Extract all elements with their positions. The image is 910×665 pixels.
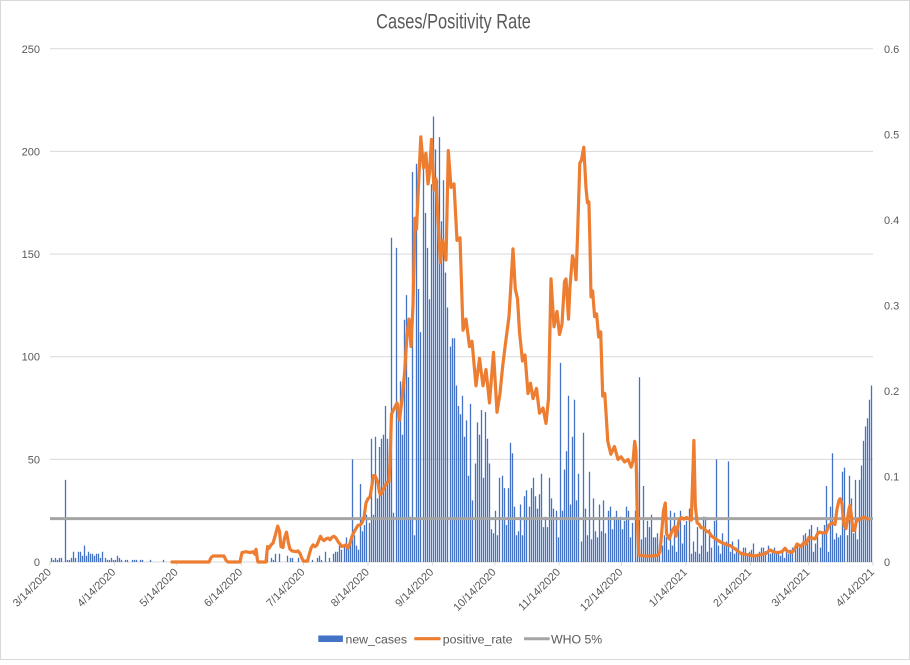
svg-text:200: 200 [22, 146, 40, 158]
svg-text:0.5: 0.5 [884, 129, 899, 141]
svg-text:0.1: 0.1 [884, 472, 899, 484]
svg-text:WHO 5%: WHO 5% [551, 633, 602, 647]
svg-text:Cases/Positivity Rate: Cases/Positivity Rate [376, 10, 531, 33]
svg-text:0.3: 0.3 [884, 300, 899, 312]
svg-text:0.2: 0.2 [884, 386, 899, 398]
svg-text:0.6: 0.6 [884, 44, 899, 56]
svg-text:250: 250 [22, 44, 40, 56]
svg-text:100: 100 [22, 352, 40, 364]
svg-text:0: 0 [884, 557, 890, 569]
svg-text:50: 50 [28, 454, 40, 466]
svg-text:new_cases: new_cases [346, 633, 408, 647]
svg-text:0.4: 0.4 [884, 215, 899, 227]
svg-text:positive_rate: positive_rate [443, 633, 513, 647]
svg-text:150: 150 [22, 249, 40, 261]
svg-text:0: 0 [34, 557, 40, 569]
